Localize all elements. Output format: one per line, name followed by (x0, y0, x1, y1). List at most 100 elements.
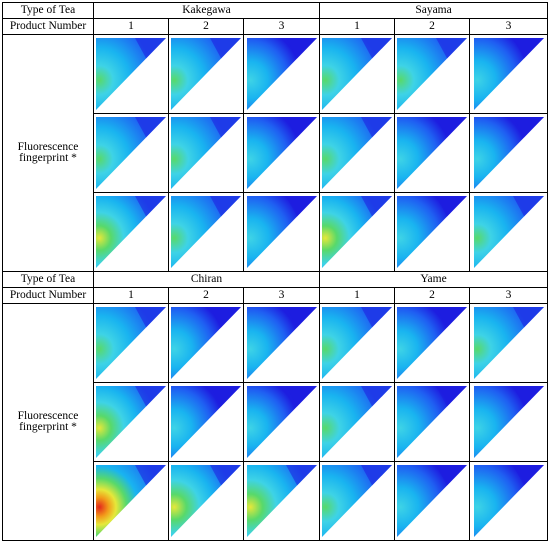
fingerprint-cell (242, 461, 321, 541)
tea-name-chiran: Chiran (92, 271, 321, 288)
fingerprint-table: Type of Tea Kakegawa Sayama Product Number 1… (2, 2, 549, 541)
fluorescence-fingerprint-label: Fluorescence fingerprint * (2, 303, 94, 541)
fluorescence-fingerprint-image (96, 38, 166, 110)
fingerprint-cell (93, 303, 169, 383)
fluorescence-fingerprint-image (322, 196, 393, 268)
fluorescence-fingerprint-image (397, 307, 468, 379)
fingerprint-cell (319, 382, 396, 462)
fluorescence-fingerprint-image (171, 465, 241, 537)
product-number-cell: 3 (242, 287, 321, 304)
fingerprint-row: Fluorescence fingerprint * (2, 34, 549, 272)
product-number-cell: 1 (319, 18, 396, 35)
product-number-cell: 2 (394, 18, 471, 35)
fingerprint-cell (168, 382, 244, 462)
fluorescence-fingerprint-image (397, 386, 468, 458)
fingerprint-cell (469, 192, 549, 272)
fluorescence-fingerprint-image (397, 196, 468, 268)
fluorescence-fingerprint-image (473, 117, 544, 189)
fingerprint-cell (469, 303, 549, 383)
product-number-cell: 1 (93, 18, 169, 35)
fluorescence-fingerprint-image (322, 117, 393, 189)
row-label-line1: Fluorescence (17, 140, 79, 153)
fingerprint-row: Fluorescence fingerprint * (2, 303, 549, 541)
fingerprint-cell (93, 34, 169, 114)
fluorescence-fingerprint-image (322, 38, 393, 110)
fluorescence-fingerprint-image (397, 38, 468, 110)
fluorescence-fingerprint-image (96, 386, 166, 458)
fluorescence-fingerprint-image (246, 38, 317, 110)
fluorescence-fingerprint-image (397, 465, 468, 537)
fluorescence-fingerprint-image (96, 196, 166, 268)
fingerprint-cell (93, 461, 169, 541)
product-number-cell: 2 (168, 18, 244, 35)
fluorescence-fingerprint-image (246, 196, 317, 268)
tea-type-header-row: Type of Tea Kakegawa Sayama (2, 2, 549, 19)
fingerprint-cell (394, 34, 471, 114)
fingerprint-cell (93, 192, 169, 272)
fingerprint-cell (168, 34, 244, 114)
fluorescence-fingerprint-image (473, 196, 544, 268)
type-of-tea-label: Type of Tea (2, 2, 94, 19)
fingerprint-cell (394, 461, 471, 541)
fingerprint-cell (168, 192, 244, 272)
fluorescence-fingerprint-image (246, 386, 317, 458)
fingerprint-cell (319, 113, 396, 193)
fluorescence-fingerprint-image (171, 117, 241, 189)
fluorescence-fingerprint-image (246, 465, 317, 537)
fingerprint-cell (319, 34, 396, 114)
fingerprint-cell (242, 382, 321, 462)
tea-type-header-row: Type of Tea Chiran Yame (2, 271, 549, 288)
fingerprint-row (3, 382, 549, 462)
fluorescence-fingerprint-image (473, 386, 544, 458)
product-number-cell: 1 (93, 287, 169, 304)
fluorescence-fingerprint-image (322, 386, 393, 458)
product-number-cell: 2 (394, 287, 471, 304)
fluorescence-fingerprint-image (246, 307, 317, 379)
fluorescence-fingerprint-image (397, 117, 468, 189)
fluorescence-fingerprint-image (171, 386, 241, 458)
fingerprint-cell (168, 303, 244, 383)
fingerprint-cell (93, 113, 169, 193)
fluorescence-fingerprint-image (473, 307, 544, 379)
fluorescence-fingerprint-image (171, 307, 241, 379)
fluorescence-fingerprint-image (171, 38, 241, 110)
fingerprint-cell (394, 303, 471, 383)
fluorescence-fingerprint-image (322, 307, 393, 379)
fingerprint-cell (394, 113, 471, 193)
row-label-line2: fingerprint * (19, 421, 77, 433)
fluorescence-fingerprint-image (171, 196, 241, 268)
fingerprint-cell (469, 113, 549, 193)
product-number-header-row: Product Number 1 2 3 1 2 3 (2, 18, 549, 35)
fluorescence-fingerprint-label: Fluorescence fingerprint * (2, 34, 94, 272)
fingerprint-cell (469, 461, 549, 541)
fingerprint-cell (469, 34, 549, 114)
fingerprint-cell (319, 192, 396, 272)
fingerprint-row (3, 461, 549, 541)
fingerprint-cell (93, 382, 169, 462)
fluorescence-fingerprint-image (96, 465, 166, 537)
fluorescence-fingerprint-image (246, 117, 317, 189)
fingerprint-cell (168, 113, 244, 193)
type-of-tea-label: Type of Tea (2, 271, 94, 288)
product-number-cell: 3 (242, 18, 321, 35)
fingerprint-cell (394, 382, 471, 462)
fingerprint-cell (242, 192, 321, 272)
fingerprint-cell (242, 34, 321, 114)
fingerprint-row (3, 113, 549, 193)
product-number-cell: 3 (469, 287, 549, 304)
product-number-cell: 3 (469, 18, 549, 35)
product-number-label: Product Number (2, 18, 94, 35)
fingerprint-cell (319, 461, 396, 541)
row-label-line2: fingerprint * (19, 152, 77, 164)
fingerprint-cell (394, 192, 471, 272)
fingerprint-row (3, 192, 549, 272)
product-number-label: Product Number (2, 287, 94, 304)
fluorescence-fingerprint-image (322, 465, 393, 537)
product-number-cell: 2 (168, 287, 244, 304)
fingerprint-cell (242, 113, 321, 193)
product-number-cell: 1 (319, 287, 396, 304)
fluorescence-fingerprint-image (473, 38, 544, 110)
tea-name-yame: Yame (319, 271, 549, 288)
fingerprint-cell (319, 303, 396, 383)
